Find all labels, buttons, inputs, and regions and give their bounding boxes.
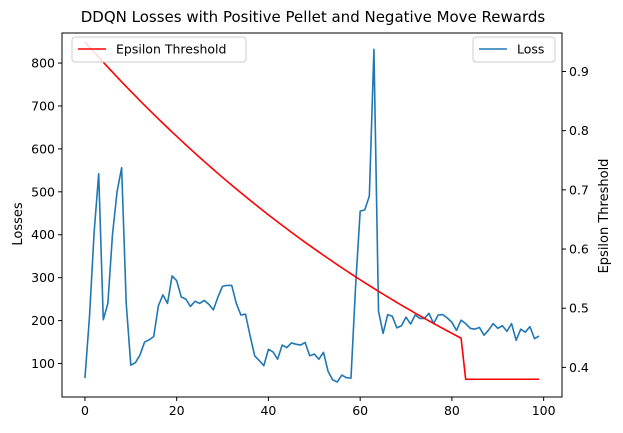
x-tick-label: 20	[169, 403, 185, 418]
y2-tick-label: 0.6	[569, 242, 589, 257]
series-line-loss	[84, 48, 540, 383]
y2-axis-title: Epsilon Threshold	[597, 159, 612, 274]
legend-right: Loss	[472, 36, 556, 63]
legend-right-box	[472, 36, 556, 63]
y-tick-label: 200	[31, 313, 55, 328]
x-tick-label: 60	[352, 403, 368, 418]
series-line-epsilon	[84, 41, 540, 381]
y2-tick-label: 0.4	[569, 360, 589, 375]
x-tick-label: 100	[532, 403, 556, 418]
x-tick-label: 80	[444, 403, 460, 418]
legend-left: Epsilon Threshold	[71, 36, 247, 63]
y-axis-title: Losses	[11, 202, 26, 246]
y-tick-label: 100	[31, 356, 55, 371]
x-tick-label: 0	[81, 403, 89, 418]
y-tick-label: 700	[31, 98, 55, 113]
legend-left-box	[71, 36, 247, 63]
y2-tick-label: 0.8	[569, 123, 589, 138]
axes-ticks: 0 20 40 60 80 100 100 200 300 400 500 600 700 800 0.4 0…	[31, 56, 589, 418]
y2-tick-label: 0.7	[569, 182, 589, 197]
chart-title: DDQN Losses with Positive Pellet and Neg…	[81, 8, 546, 26]
y-tick-label: 400	[31, 227, 55, 242]
y2-tick-label: 0.9	[569, 64, 589, 79]
plot-frame	[61, 32, 563, 398]
legend-label-epsilon: Epsilon Threshold	[116, 42, 226, 57]
y2-tick-label: 0.5	[569, 301, 589, 316]
y-tick-label: 800	[31, 56, 55, 71]
legend-label-loss: Loss	[517, 42, 544, 57]
plot-marks	[84, 41, 540, 383]
x-tick-label: 40	[260, 403, 276, 418]
y-tick-label: 600	[31, 141, 55, 156]
y-tick-label: 300	[31, 270, 55, 285]
y-tick-label: 500	[31, 184, 55, 199]
